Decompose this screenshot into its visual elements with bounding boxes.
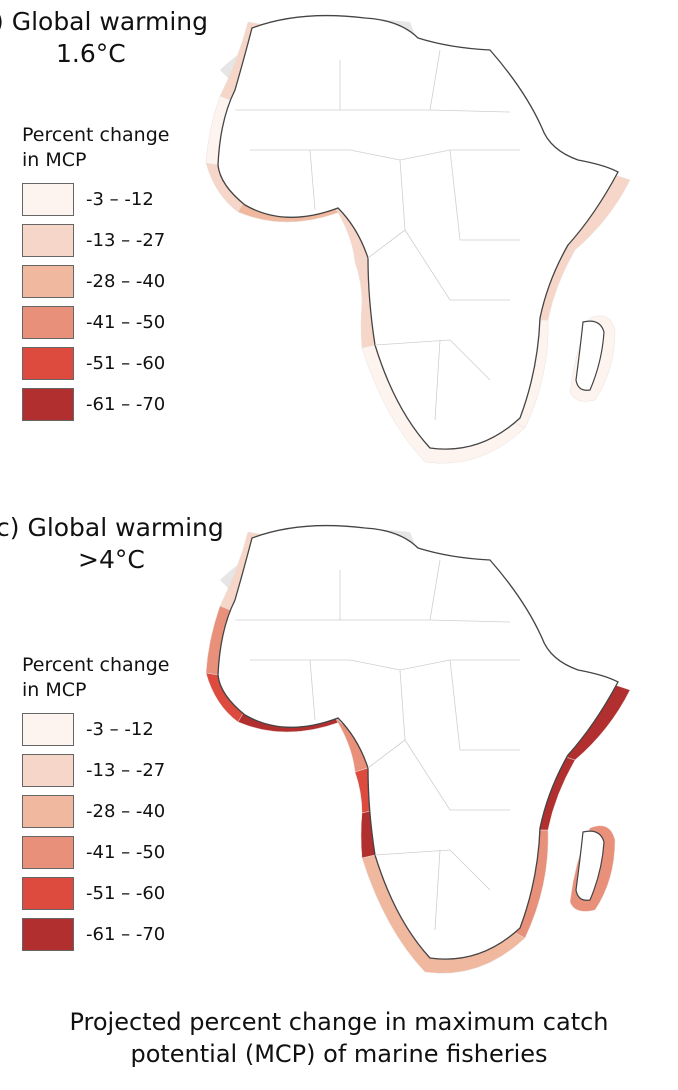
caption-line2: potential (MCP) of marine fisheries	[130, 1040, 548, 1068]
legend-label: -51 – -60	[86, 883, 166, 904]
legend-swatch	[22, 265, 74, 298]
legend-label: -41 – -50	[86, 312, 166, 333]
panel-title-line1: ) Global warming	[0, 7, 209, 36]
legend-label: -3 – -12	[86, 719, 154, 740]
legend-title-line2: in MCP	[22, 679, 87, 701]
legend-item: -3 – -12	[22, 179, 192, 220]
legend-item: -41 – -50	[22, 302, 192, 343]
legend-swatch	[22, 795, 74, 828]
legend-title-line1: Percent change	[22, 124, 170, 146]
legend-swatch	[22, 754, 74, 787]
map-panel-1-6c: ) Global warming 1.6°C Percent change in…	[0, 0, 678, 500]
legend-swatch	[22, 347, 74, 380]
legend-label: -61 – -70	[86, 394, 166, 415]
country-borders	[235, 559, 520, 931]
panel-title: ) Global warming 1.6°C	[0, 6, 208, 70]
madagascar-landmass	[575, 830, 605, 901]
legend-item: -28 – -40	[22, 261, 192, 302]
legend-label: -28 – -40	[86, 801, 166, 822]
legend-label: -41 – -50	[86, 842, 166, 863]
panel-title: c) Global warming >4°C	[0, 512, 224, 576]
africa-landmass	[217, 14, 619, 450]
legend-item: -13 – -27	[22, 750, 192, 791]
legend-item: -13 – -27	[22, 220, 192, 261]
legend-title-line2: in MCP	[22, 149, 87, 171]
legend-swatch	[22, 183, 74, 216]
country-borders	[235, 49, 520, 421]
legend-swatch	[22, 306, 74, 339]
legend-label: -61 – -70	[86, 924, 166, 945]
legend-item: -61 – -70	[22, 914, 192, 955]
legend-title: Percent change in MCP	[22, 123, 192, 173]
panel-title-line2: 1.6°C	[56, 39, 126, 68]
legend-item: -28 – -40	[22, 791, 192, 832]
legend-label: -3 – -12	[86, 189, 154, 210]
legend-item: -51 – -60	[22, 873, 192, 914]
legend-label: -13 – -27	[86, 760, 166, 781]
legend-label: -13 – -27	[86, 230, 166, 251]
legend-item: -61 – -70	[22, 384, 192, 425]
legend-swatch	[22, 224, 74, 257]
legend-title: Percent change in MCP	[22, 653, 192, 703]
madagascar-landmass	[575, 320, 605, 391]
legend-label: -28 – -40	[86, 271, 166, 292]
legend-swatch	[22, 836, 74, 869]
legend-item: -3 – -12	[22, 709, 192, 750]
legend-swatch	[22, 713, 74, 746]
legend-item: -51 – -60	[22, 343, 192, 384]
legend: Percent change in MCP -3 – -12 -13 – -27…	[22, 653, 192, 955]
legend-title-line1: Percent change	[22, 654, 170, 676]
legend-label: -51 – -60	[86, 353, 166, 374]
caption-line1: Projected percent change in maximum catc…	[69, 1008, 609, 1036]
figure-caption: Projected percent change in maximum catc…	[0, 1006, 678, 1070]
legend-swatch	[22, 388, 74, 421]
panel-title-line2: >4°C	[78, 545, 145, 574]
africa-landmass	[217, 524, 619, 960]
legend-swatch	[22, 918, 74, 951]
africa-map	[205, 524, 631, 974]
legend-item: -41 – -50	[22, 832, 192, 873]
map-panel-4c: c) Global warming >4°C Percent change in…	[0, 500, 678, 1000]
africa-map	[205, 14, 631, 464]
panel-title-line1: c) Global warming	[0, 513, 224, 542]
legend-swatch	[22, 877, 74, 910]
legend: Percent change in MCP -3 – -12 -13 – -27…	[22, 123, 192, 425]
